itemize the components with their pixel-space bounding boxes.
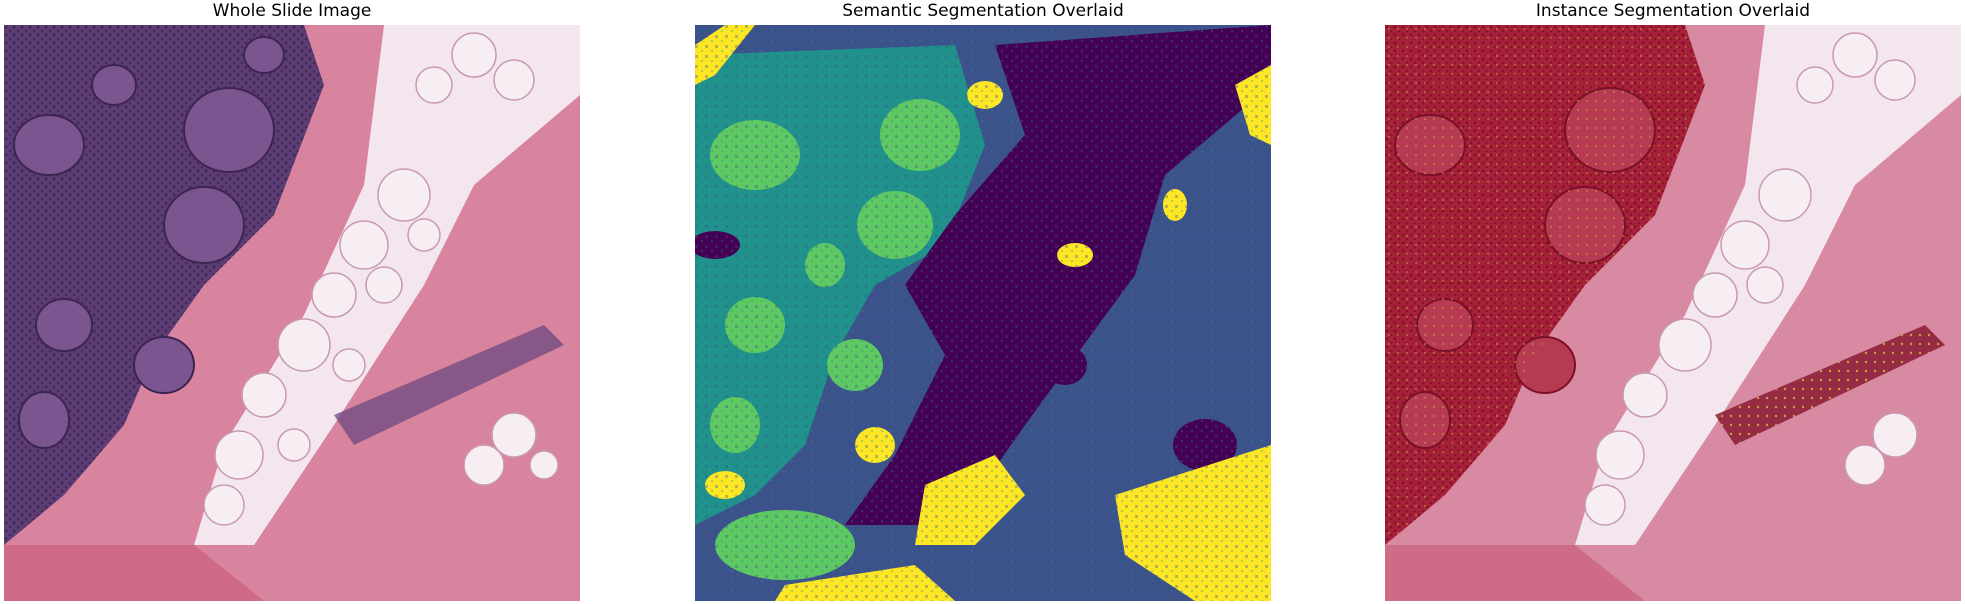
panel-title: Semantic Segmentation Overlaid — [842, 1, 1124, 21]
instance-segmentation-image — [1385, 25, 1961, 601]
semantic-segmentation-image — [695, 25, 1271, 601]
panel-title: Instance Segmentation Overlaid — [1535, 1, 1811, 21]
whole-slide-image — [4, 25, 580, 601]
panel-title: Whole Slide Image — [212, 1, 372, 21]
